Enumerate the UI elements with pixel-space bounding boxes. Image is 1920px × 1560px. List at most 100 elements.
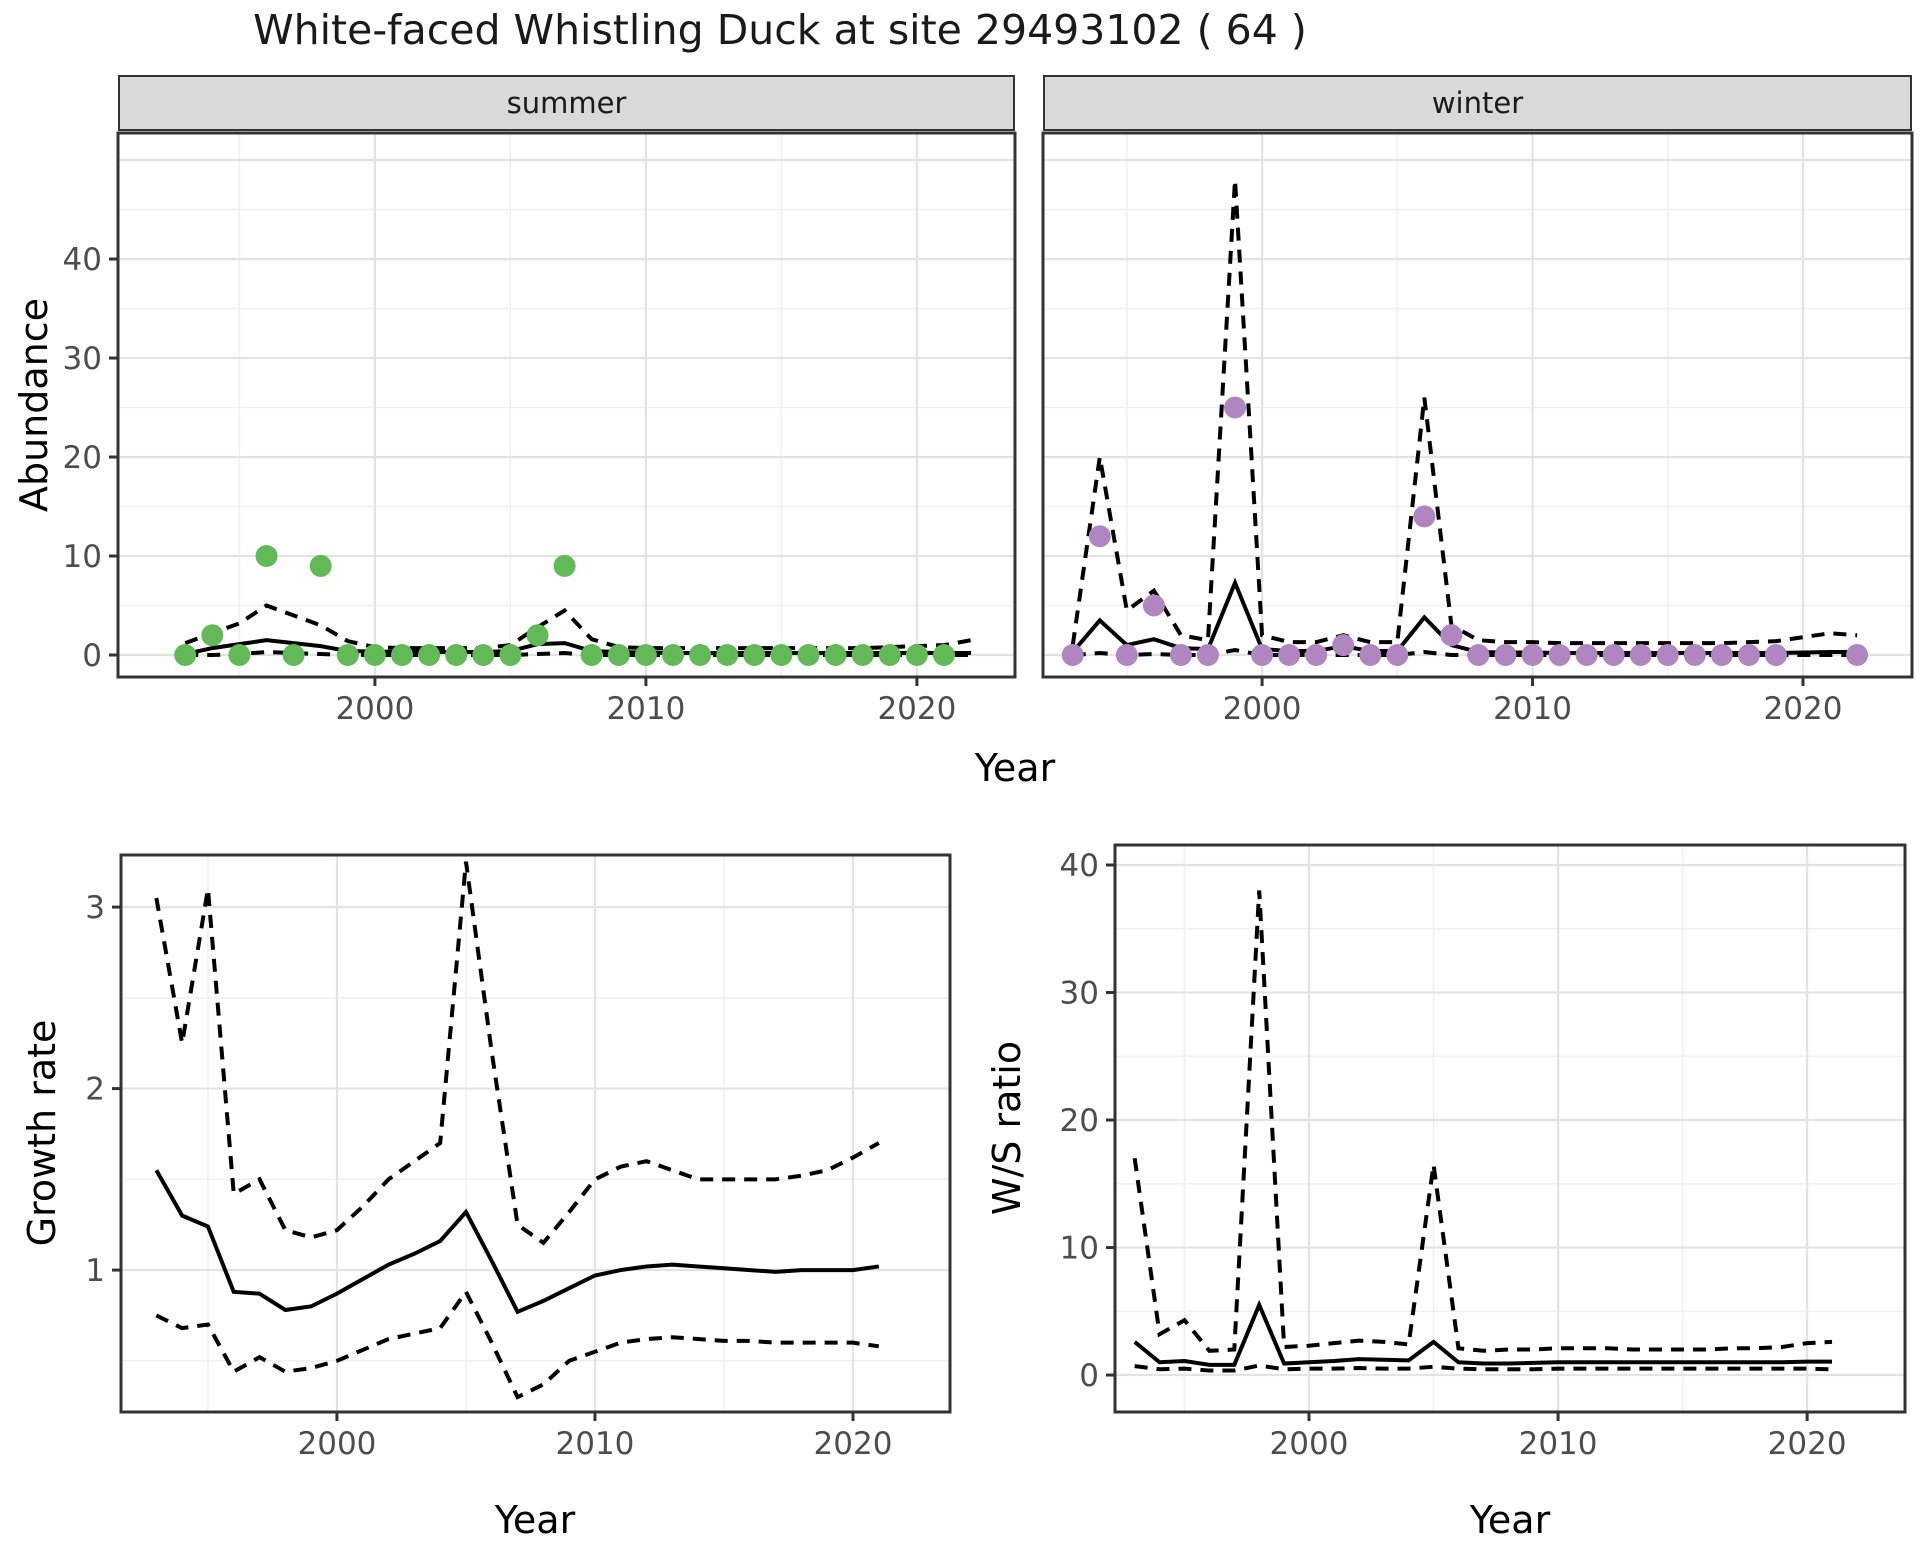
- abundance_winter-data-point: [1467, 644, 1490, 667]
- y-tick-label: 30: [1060, 976, 1099, 1012]
- y-tick-label: 10: [63, 539, 102, 575]
- y-tick-label: 10: [1060, 1231, 1099, 1267]
- abundance_winter-data-point: [1440, 624, 1463, 647]
- ws_ratio-median-line: [1133, 1299, 1833, 1367]
- x-tick-label: 2020: [814, 1426, 893, 1462]
- abundance_summer-panel-border: [116, 131, 1017, 679]
- growth_rate-data-layer: [154, 861, 880, 1400]
- ws-ratio-axis-title: W/S ratio: [985, 1040, 1029, 1216]
- abundance_winter-data-point: [1196, 644, 1219, 667]
- abundance_summer-data-point: [662, 644, 685, 667]
- abundance_winter-upper-ci-line: [1070, 179, 1858, 646]
- abundance_summer-panel: 2000 2010 2020 0 10 20 30 40: [63, 131, 1017, 727]
- abundance_winter-data-point: [1683, 644, 1706, 667]
- y-tick-label: 3: [85, 890, 105, 926]
- facet-strip-summer: summer: [118, 75, 1015, 131]
- abundance_winter-data-point: [1548, 644, 1571, 667]
- abundance_winter-data-point: [1332, 634, 1355, 657]
- y-tick-label: 20: [1060, 1103, 1099, 1139]
- abundance_summer-data-point: [797, 644, 820, 667]
- abundance_summer-data-point: [878, 644, 901, 667]
- facet-strip-winter: winter: [1043, 75, 1912, 131]
- abundance_winter-data-point: [1305, 644, 1328, 667]
- abundance_winter-data-point: [1115, 644, 1138, 667]
- abundance_winter-data-point: [1251, 644, 1274, 667]
- growth_rate-lower-ci-line: [155, 1287, 880, 1400]
- abundance_summer-data-point: [905, 644, 928, 667]
- abundance_summer-data-point: [391, 644, 414, 667]
- growth-rate-axis-title: Growth rate: [20, 1019, 64, 1247]
- y-tick-label: 30: [63, 341, 102, 377]
- abundance_winter-data-point: [1710, 644, 1733, 667]
- abundance_summer-data-point: [228, 644, 251, 667]
- y-tick-label: 1: [85, 1253, 105, 1289]
- abundance_winter-data-point: [1142, 594, 1165, 617]
- x-tick-label: 2020: [877, 691, 956, 727]
- abundance_summer-data-point: [201, 624, 224, 647]
- abundance_summer-panel-background: [118, 133, 1015, 677]
- abundance_summer-data-point: [824, 644, 847, 667]
- abundance_summer-data-point: [689, 644, 712, 667]
- abundance_winter-data-point: [1386, 644, 1409, 667]
- abundance_winter-data-point: [1169, 644, 1192, 667]
- abundance_winter-data-point: [1629, 644, 1652, 667]
- x-tick-label: 2020: [1768, 1426, 1847, 1462]
- abundance_summer-data-point: [282, 644, 305, 667]
- abundance_summer-data-point: [418, 644, 441, 667]
- abundance_winter-panel-border: [1041, 131, 1914, 679]
- abundance_winter-data-point: [1846, 644, 1869, 667]
- abundance-axis-title: Abundance: [12, 297, 56, 513]
- abundance_summer-data-point: [553, 554, 576, 577]
- abundance_winter-data-point: [1521, 644, 1544, 667]
- growth_rate-median-line: [154, 1169, 880, 1315]
- ws_ratio-lower-ci-line: [1134, 1363, 1833, 1373]
- y-tick-label: 0: [82, 638, 102, 674]
- ws_ratio-upper-ci-line: [1132, 890, 1833, 1353]
- x-tick-label: 2000: [335, 691, 414, 727]
- year-axis-title-ws: Year: [1469, 1498, 1551, 1542]
- growth_rate-panel-border: [119, 853, 952, 1414]
- year-axis-title-growth: Year: [494, 1498, 576, 1542]
- abundance_summer-data-point: [445, 644, 468, 667]
- x-tick-label: 2000: [298, 1426, 377, 1462]
- abundance_winter-panel: 2000 2010 2020: [1041, 131, 1914, 727]
- y-tick-label: 0: [1079, 1358, 1099, 1394]
- abundance_summer-data-point: [580, 644, 603, 667]
- abundance_summer-data-point: [716, 644, 739, 667]
- abundance_winter-data-point: [1602, 644, 1625, 667]
- abundance_summer-data-point: [607, 644, 630, 667]
- ws_ratio-panel: 2000 2010 2020 0 10 20 30 40: [1060, 843, 1907, 1462]
- abundance_summer-data-point: [634, 644, 657, 667]
- ws_ratio-panel-border: [1113, 843, 1907, 1414]
- abundance_summer-data-point: [932, 644, 955, 667]
- abundance_winter-data-layer: [1061, 179, 1869, 667]
- abundance_summer-data-layer: [174, 545, 972, 667]
- year-axis-title-top: Year: [974, 746, 1056, 790]
- page-title: White-faced Whistling Duck at site 29493…: [253, 6, 1307, 54]
- abundance_summer-data-point: [743, 644, 766, 667]
- y-tick-label: 20: [63, 440, 102, 476]
- x-tick-label: 2010: [556, 1426, 635, 1462]
- abundance_summer-data-point: [526, 624, 549, 647]
- y-tick-label: 40: [1060, 848, 1099, 884]
- y-tick-label: 40: [63, 242, 102, 278]
- abundance_winter-data-point: [1737, 644, 1760, 667]
- abundance_winter-data-point: [1764, 644, 1787, 667]
- abundance_summer-data-point: [363, 644, 386, 667]
- abundance_winter-data-point: [1359, 644, 1382, 667]
- x-tick-label: 2010: [606, 691, 685, 727]
- abundance_summer-data-point: [472, 644, 495, 667]
- ws_ratio-data-layer: [1132, 890, 1833, 1373]
- y-tick-label: 2: [85, 1072, 105, 1108]
- abundance_summer-data-point: [174, 644, 197, 667]
- abundance_summer-data-point: [336, 644, 359, 667]
- abundance_winter-data-point: [1413, 505, 1436, 528]
- x-tick-label: 2010: [1519, 1426, 1598, 1462]
- abundance_winter-data-point: [1061, 644, 1084, 667]
- abundance_winter-data-point: [1224, 396, 1247, 419]
- abundance_winter-data-point: [1656, 644, 1679, 667]
- abundance_summer-upper-ci-line: [184, 603, 972, 651]
- abundance_summer-data-point: [770, 644, 793, 667]
- x-tick-label: 2020: [1764, 691, 1843, 727]
